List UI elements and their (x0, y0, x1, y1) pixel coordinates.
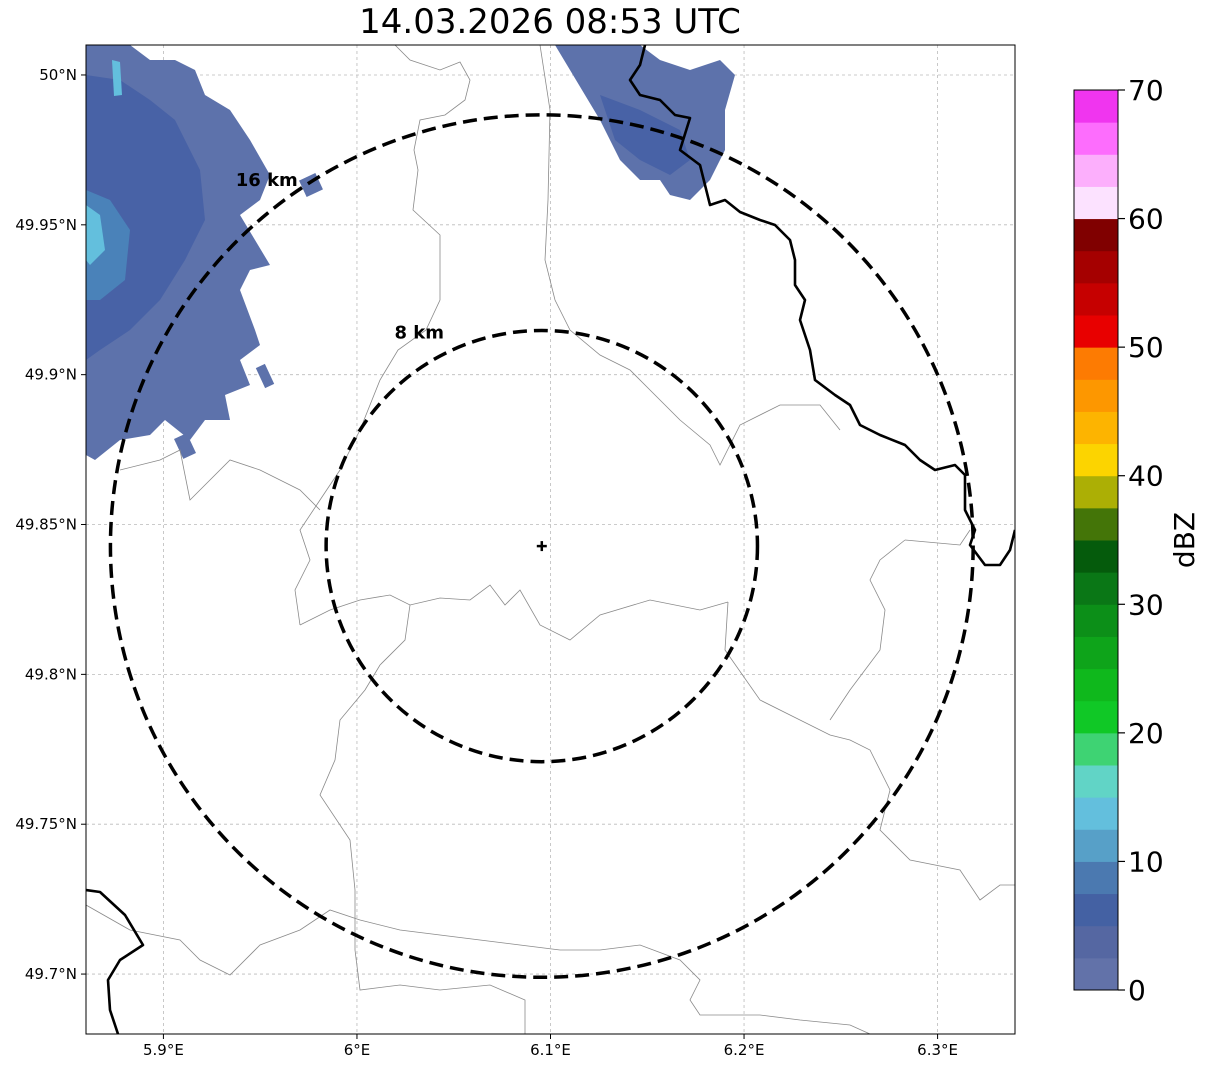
colorbar-tick-label: 60 (1128, 203, 1164, 236)
lat-tick-label: 49.75°N (15, 815, 77, 833)
lon-tick-label: 5.9°E (143, 1041, 184, 1059)
range-ring (324, 328, 760, 764)
colorbar-segment (1074, 861, 1118, 895)
national-border (86, 45, 1015, 1034)
colorbar-tick-label: 50 (1128, 331, 1164, 364)
colorbar-segment (1074, 797, 1118, 830)
echo-cell (255, 363, 275, 389)
axis-ticks: 5.9°E 6°E 6.1°E 6.2°E 6.3°E 50°N 49.95°N 49.9°N… (15, 66, 958, 1059)
map-title: 14.03.2026 08:53 UTC (359, 2, 741, 42)
range-ring-label: 8 km (395, 323, 445, 344)
colorbar-segment (1074, 507, 1118, 541)
colorbar-segment (1074, 443, 1118, 477)
colorbar-segment (1074, 315, 1118, 348)
echo-strongest-northwest (86, 205, 105, 265)
colorbar-segment (1074, 90, 1118, 123)
colorbar-tick-label: 30 (1128, 588, 1164, 621)
colorbar-tick-label: 20 (1128, 717, 1164, 750)
lon-tick-label: 6°E (344, 1041, 371, 1059)
colorbar-segment (1074, 250, 1118, 284)
lon-tick-label: 6.2°E (724, 1041, 765, 1059)
colorbar-segment (1074, 700, 1118, 734)
lat-tick-label: 49.8°N (25, 665, 77, 683)
lat-tick-label: 49.7°N (25, 965, 77, 983)
colorbar-frame (1073, 89, 1119, 991)
colorbar-tick-label: 70 (1128, 74, 1164, 107)
colorbar-segment (1074, 347, 1118, 380)
range-ring (108, 113, 975, 980)
colorbar-segment (1074, 154, 1118, 187)
colorbar-tick-label: 40 (1128, 460, 1164, 493)
echo-cell (174, 433, 196, 459)
colorbar-segment (1074, 572, 1118, 605)
range-rings: 8 km 16 km (108, 113, 975, 980)
lat-tick-label: 49.9°N (25, 366, 77, 384)
colorbar-segment (1074, 411, 1118, 445)
colorbar-segment (1074, 218, 1118, 252)
range-ring-label: 16 km (236, 170, 298, 191)
colorbar-segment (1074, 636, 1118, 670)
echo-core-northwest (86, 75, 205, 360)
colorbar-segment (1074, 475, 1118, 509)
colorbar: 0 10 20 30 40 50 60 70 dBZ (1073, 74, 1201, 1007)
colorbar-segment (1074, 379, 1118, 412)
colorbar-segment (1074, 540, 1118, 573)
colorbar-segment (1074, 732, 1118, 766)
colorbar-segment (1074, 893, 1118, 927)
colorbar-segment (1074, 186, 1118, 220)
colorbar-segment (1074, 282, 1118, 316)
lat-tick-label: 49.85°N (15, 516, 77, 534)
colorbar-segment (1074, 765, 1118, 798)
minor-boundaries (86, 45, 1015, 1034)
echo-streak (112, 60, 122, 96)
colorbar-segment (1074, 925, 1118, 959)
colorbar-segment (1074, 122, 1118, 155)
colorbar-tick-label: 10 (1128, 845, 1164, 878)
echo-core-northeast (600, 95, 690, 175)
colorbar-tick-label: 0 (1128, 974, 1146, 1007)
colorbar-label: dBZ (1168, 512, 1201, 568)
radar-echoes (86, 45, 735, 460)
gridlines (86, 45, 1015, 1034)
radar-site-marker (536, 541, 547, 552)
lon-tick-label: 6.1°E (530, 1041, 571, 1059)
colorbar-segment (1074, 957, 1118, 991)
colorbar-segment (1074, 604, 1118, 637)
colorbar-segment (1074, 668, 1118, 702)
lat-tick-label: 49.95°N (15, 216, 77, 234)
lon-tick-label: 6.3°E (917, 1041, 958, 1059)
colorbar-segment (1074, 829, 1118, 862)
lat-tick-label: 50°N (39, 66, 77, 84)
